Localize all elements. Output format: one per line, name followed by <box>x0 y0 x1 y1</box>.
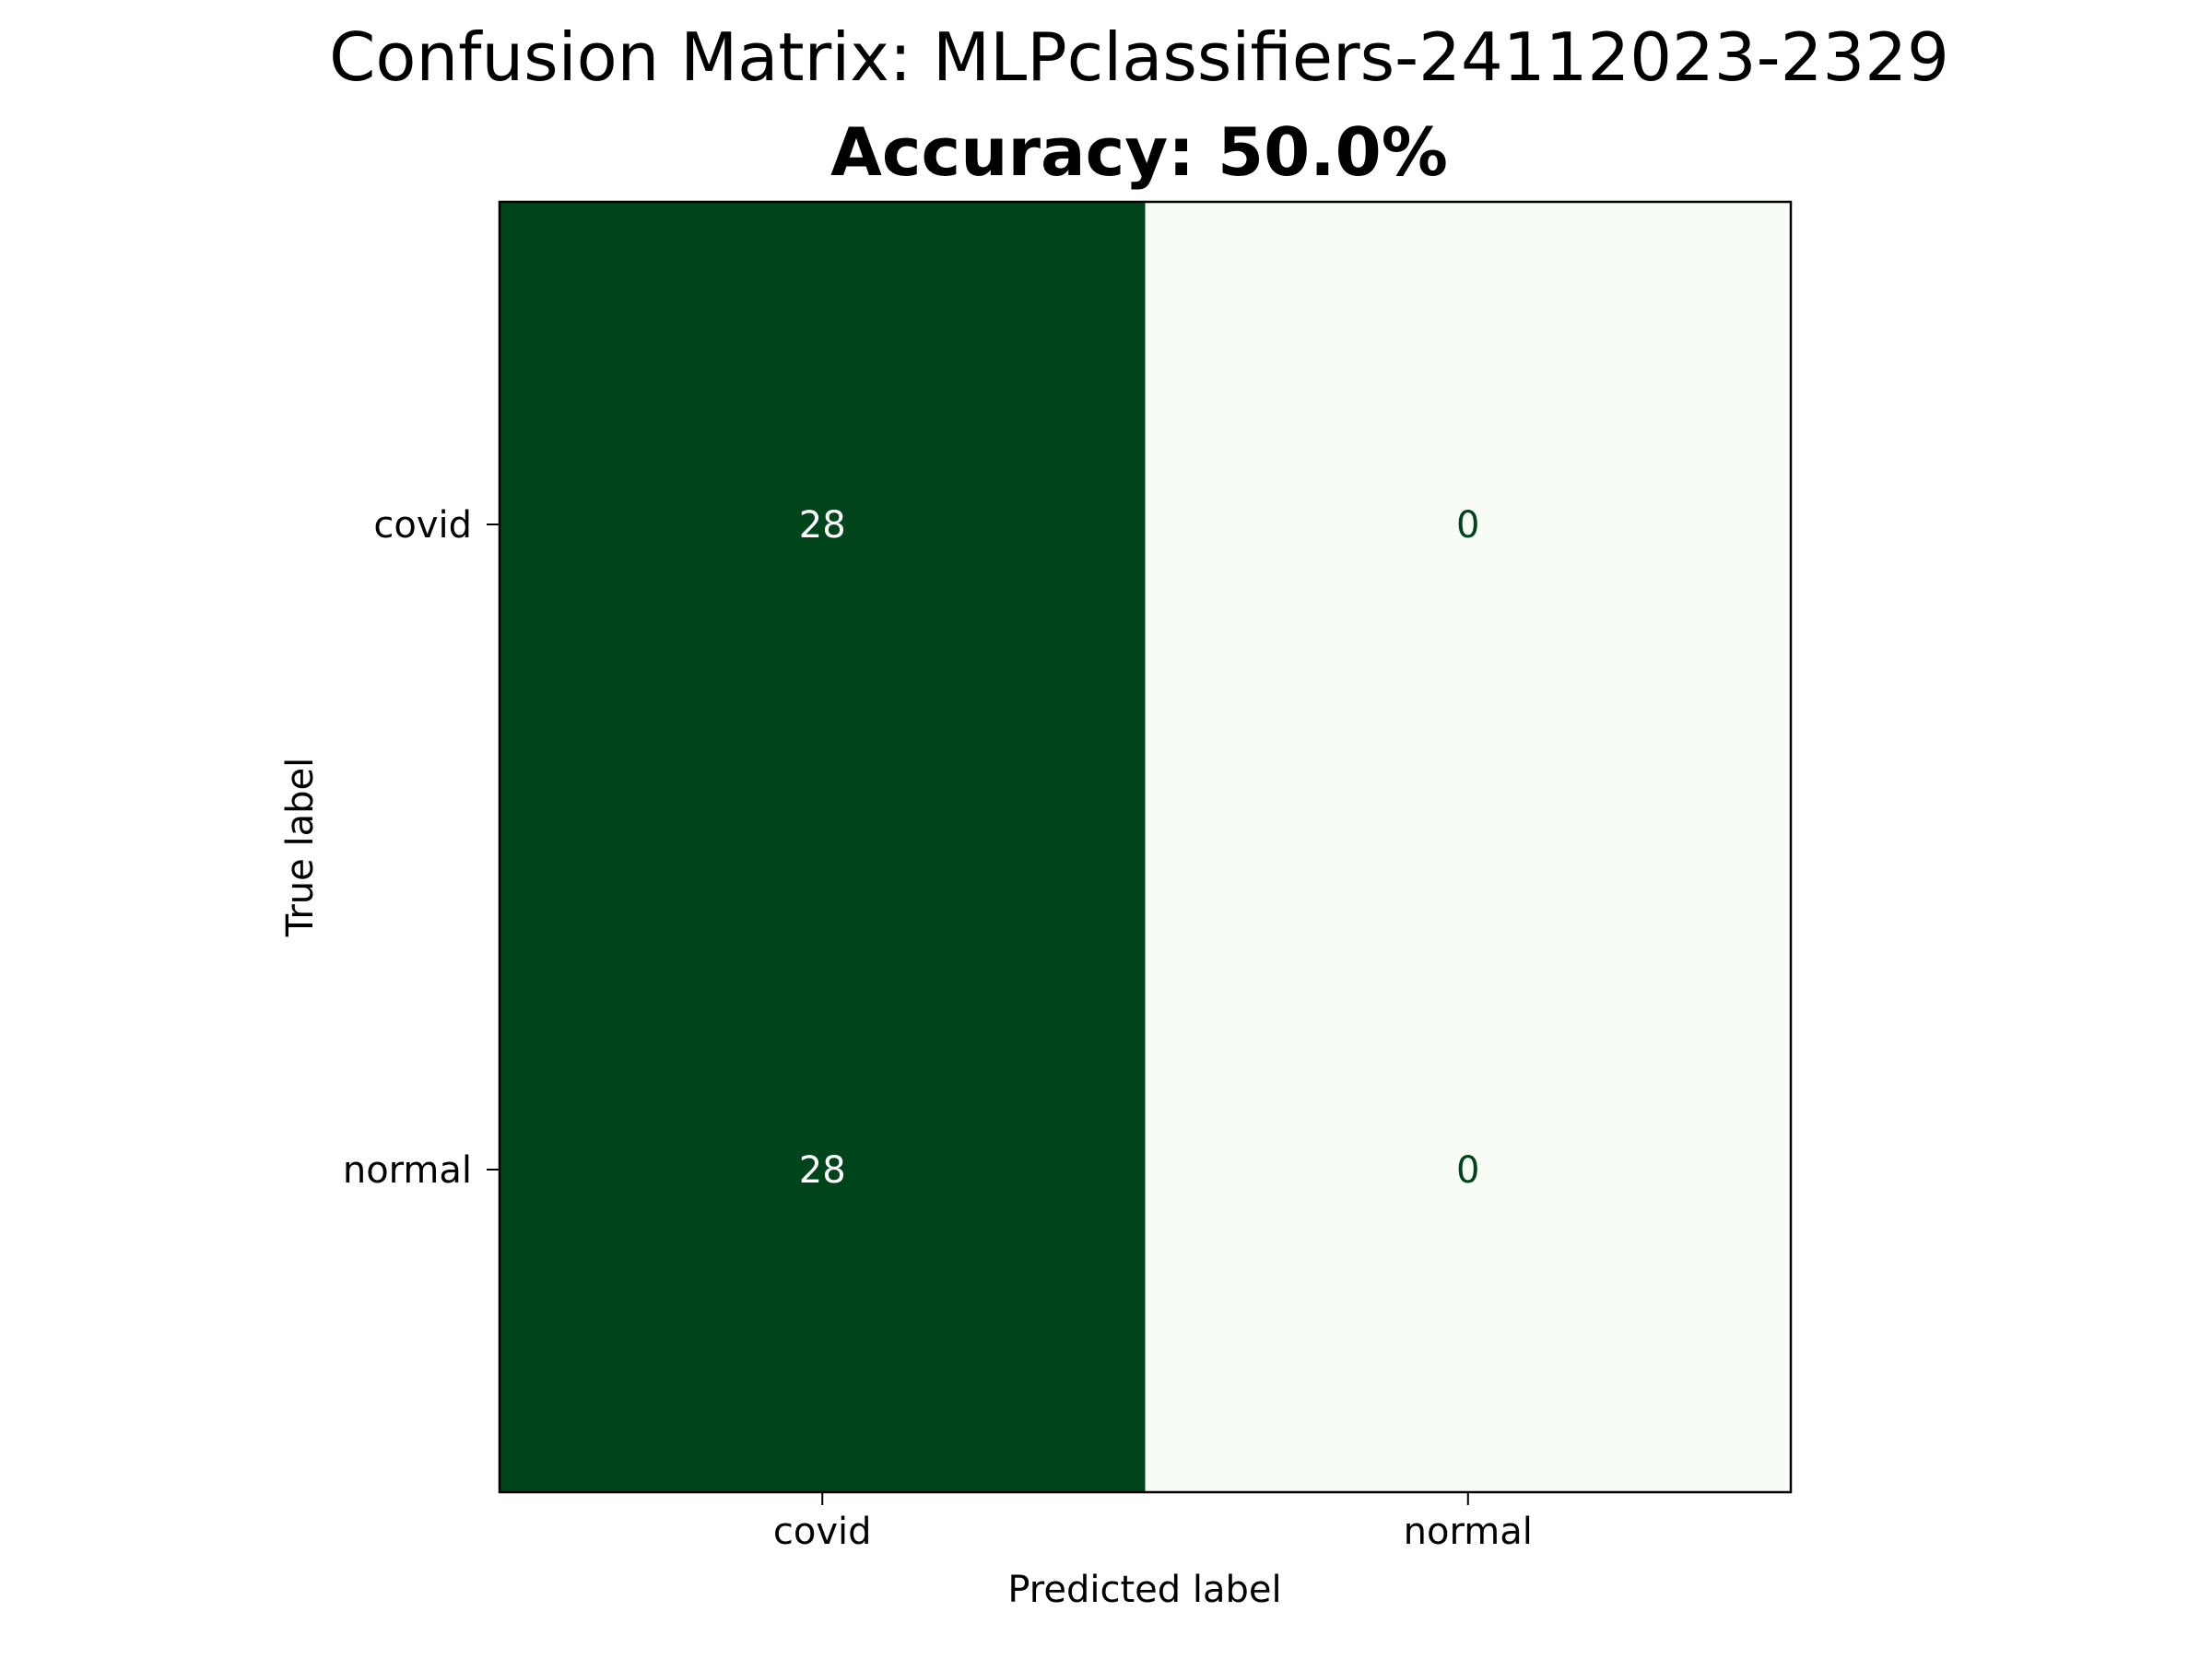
x-tick-label: covid <box>773 1511 872 1553</box>
chart-subtitle: Accuracy: 50.0% <box>830 113 1448 191</box>
heatmap-cells <box>500 202 1792 1493</box>
cell-value-label: 28 <box>799 504 846 547</box>
cell-value-labels: 28 0 28 0 <box>799 504 1480 1192</box>
chart-title: Confusion Matrix: MLPclassifiers-2411202… <box>329 18 1949 96</box>
cell-value-label: 0 <box>1456 504 1479 547</box>
x-axis-ticks: covid normal <box>773 1492 1533 1553</box>
y-tick-label: normal <box>343 1149 472 1192</box>
y-axis-ticks: covid normal <box>343 504 500 1192</box>
heatmap-cell <box>1145 847 1792 1493</box>
x-axis-label: Predicted label <box>1007 1569 1281 1611</box>
x-tick-label: normal <box>1404 1511 1533 1553</box>
cell-value-label: 28 <box>799 1149 846 1192</box>
plot-frame <box>498 200 1793 1494</box>
heatmap-cell <box>500 202 1146 848</box>
y-axis-label: True label <box>279 758 322 937</box>
heatmap-cell <box>1145 202 1792 848</box>
cell-value-label: 0 <box>1456 1149 1479 1192</box>
y-tick-label: covid <box>373 504 472 547</box>
heatmap-cell <box>500 847 1146 1493</box>
